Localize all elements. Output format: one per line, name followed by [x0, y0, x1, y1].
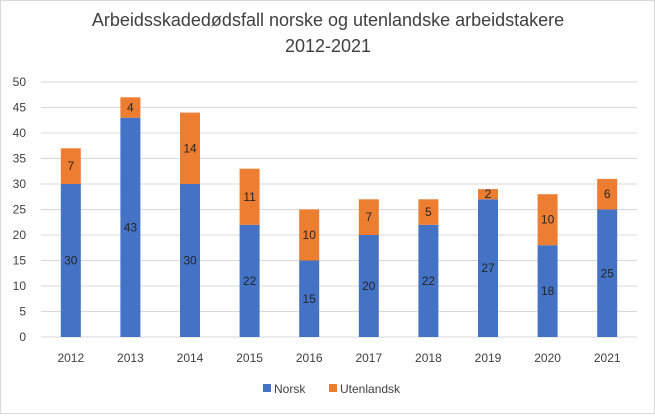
data-label-norsk-2012: 30 [64, 254, 78, 268]
bar-utenlandsk-2012 [60, 148, 81, 184]
data-label-norsk-2021: 25 [601, 266, 615, 280]
bar-utenlandsk-2013 [120, 97, 141, 118]
data-label-norsk-2015: 22 [243, 274, 257, 288]
x-tick-label: 2021 [594, 351, 621, 365]
bar-norsk-2016 [299, 260, 320, 337]
data-label-utenlandsk-2018: 5 [425, 205, 432, 219]
data-label-utenlandsk-2015: 11 [243, 190, 256, 204]
x-tick-label: 2017 [355, 351, 382, 365]
data-label-norsk-2014: 30 [183, 254, 197, 268]
bar-utenlandsk-2018 [418, 199, 439, 225]
y-axis-ticks: 0 5 10 15 20 25 30 35 40 45 50 [13, 75, 27, 344]
x-tick-label: 2016 [296, 351, 323, 365]
data-label-norsk-2013: 43 [124, 220, 138, 234]
chart-subtitle: 2012-2021 [285, 36, 371, 56]
y-tick-label: 35 [13, 152, 27, 166]
x-tick-label: 2012 [57, 351, 84, 365]
bar-norsk-2020 [537, 245, 558, 337]
bar-norsk-2018 [418, 224, 439, 337]
data-label-norsk-2016: 15 [303, 292, 317, 306]
data-label-norsk-2018: 22 [422, 274, 436, 288]
y-tick-label: 40 [13, 126, 27, 140]
y-tick-label: 45 [13, 101, 27, 115]
data-label-utenlandsk-2014: 14 [183, 141, 197, 155]
y-tick-label: 30 [13, 177, 27, 191]
bar-utenlandsk-2019 [478, 189, 498, 200]
data-label-utenlandsk-2012: 7 [67, 159, 74, 173]
y-tick-label: 25 [13, 203, 27, 217]
data-label-utenlandsk-2021: 6 [604, 187, 611, 201]
legend-swatch-utenlandsk [329, 384, 337, 392]
y-tick-label: 15 [13, 254, 27, 268]
legend: Norsk Utenlandsk [263, 382, 401, 396]
x-tick-label: 2019 [475, 351, 502, 365]
y-tick-label: 20 [13, 228, 27, 242]
x-axis-ticks: 2012 2013 2014 2015 2016 2017 2018 2019 2020 2021 [57, 351, 620, 365]
bar-norsk-2015 [239, 224, 260, 337]
data-label-utenlandsk-2019: 2 [485, 187, 492, 201]
bar-norsk-2017 [358, 235, 379, 337]
chart-title: Arbeidsskadedødsfall norske og utenlands… [92, 10, 564, 30]
y-tick-label: 10 [13, 279, 27, 293]
y-tick-label: 0 [19, 330, 26, 344]
data-label-utenlandsk-2020: 10 [541, 213, 555, 227]
bar-utenlandsk-2016 [299, 209, 320, 261]
x-tick-label: 2015 [236, 351, 263, 365]
bar-utenlandsk-2020 [537, 194, 558, 246]
y-tick-label: 50 [13, 75, 27, 89]
legend-swatch-norsk [263, 384, 271, 392]
y-tick-label: 5 [19, 305, 26, 319]
bar-norsk-2013 [120, 117, 141, 337]
bar-norsk-2019 [478, 199, 498, 337]
data-label-norsk-2020: 18 [541, 284, 555, 298]
data-label-norsk-2017: 20 [362, 279, 376, 293]
bar-utenlandsk-2021 [597, 178, 618, 210]
data-label-utenlandsk-2013: 4 [127, 101, 134, 115]
bar-utenlandsk-2014 [180, 112, 200, 184]
bar-norsk-2021 [597, 209, 618, 337]
bars: 30 7 43 4 30 14 22 11 15 10 20 7 22 5 27 2 18 10 25 6 [60, 97, 618, 337]
legend-label-utenlandsk: Utenlandsk [340, 382, 401, 396]
data-label-utenlandsk-2017: 7 [365, 210, 372, 224]
bar-utenlandsk-2015 [239, 168, 260, 225]
x-tick-label: 2014 [177, 351, 204, 365]
data-label-utenlandsk-2016: 10 [303, 228, 317, 242]
bar-norsk-2012 [60, 184, 81, 337]
x-tick-label: 2020 [534, 351, 561, 365]
x-tick-label: 2013 [117, 351, 144, 365]
data-label-norsk-2019: 27 [481, 261, 495, 275]
bar-utenlandsk-2017 [358, 199, 379, 235]
x-tick-label: 2018 [415, 351, 442, 365]
legend-label-norsk: Norsk [274, 382, 306, 396]
bar-norsk-2014 [180, 184, 200, 337]
